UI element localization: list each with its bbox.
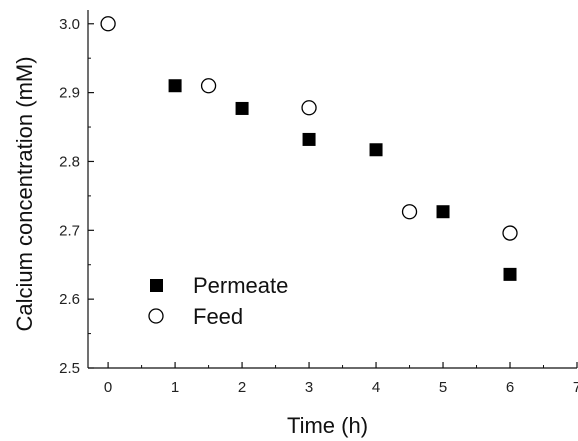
x-tick-label: 3 bbox=[305, 379, 313, 396]
y-tick-label: 2.6 bbox=[59, 291, 80, 308]
x-tick-label: 0 bbox=[104, 379, 112, 396]
plot-frame bbox=[87, 10, 577, 369]
x-tick-label: 1 bbox=[171, 379, 179, 396]
legend-marker-feed bbox=[148, 308, 164, 324]
x-tick-label: 6 bbox=[506, 379, 514, 396]
x-tick-label: 5 bbox=[439, 379, 447, 396]
y-tick-label: 3.0 bbox=[59, 16, 80, 33]
y-tick-label: 2.9 bbox=[59, 85, 80, 102]
permeate-point bbox=[436, 205, 450, 219]
feed-point bbox=[502, 225, 518, 241]
permeate-point bbox=[168, 79, 182, 93]
permeate-point bbox=[235, 101, 249, 115]
data-points bbox=[100, 16, 518, 281]
legend-marker-permeate bbox=[150, 279, 163, 292]
feed-point bbox=[200, 78, 217, 94]
feed-point bbox=[401, 204, 418, 220]
legend-label-feed: Feed bbox=[193, 304, 243, 329]
x-tick-label: 2 bbox=[238, 379, 246, 396]
permeate-point bbox=[503, 267, 517, 281]
x-axis-title: Time (h) bbox=[287, 413, 368, 438]
x-tick-label: 7 bbox=[573, 379, 578, 396]
y-tick-label: 2.8 bbox=[59, 153, 80, 170]
legend: Permeate Feed bbox=[148, 273, 288, 329]
feed-point bbox=[100, 16, 116, 32]
permeate-point bbox=[302, 132, 316, 146]
legend-label-permeate: Permeate bbox=[193, 273, 288, 298]
permeate-point bbox=[369, 143, 383, 157]
y-axis-title: Calcium concentration (mM) bbox=[12, 56, 37, 331]
y-axis: 2.5 2.6 2.7 2.8 2.9 3.0 bbox=[59, 16, 94, 377]
y-tick-label: 2.5 bbox=[59, 360, 80, 377]
feed-point bbox=[301, 100, 317, 116]
x-tick-label: 4 bbox=[372, 379, 380, 396]
y-tick-label: 2.7 bbox=[59, 222, 80, 239]
x-axis: 0 1 2 3 4 5 6 7 bbox=[104, 362, 578, 396]
